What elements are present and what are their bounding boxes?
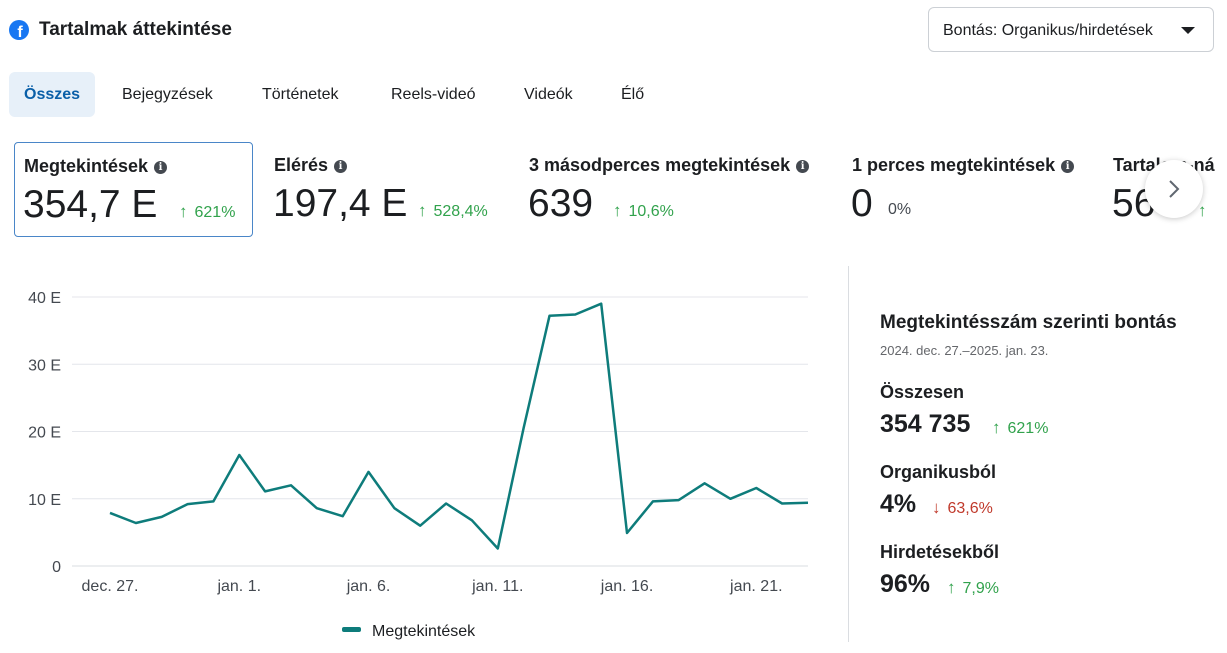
- metric-change: ↑ 621%: [179, 202, 236, 221]
- tab-elo[interactable]: Élő: [621, 86, 645, 103]
- arrow-up-icon: ↑: [1198, 201, 1207, 220]
- x-tick-label: jan. 16.: [600, 578, 653, 595]
- arrow-up-icon: ↑: [179, 202, 188, 221]
- arrow-down-icon: ↓: [932, 498, 941, 517]
- x-tick-label: jan. 1.: [216, 578, 261, 595]
- summary-change-organic: ↓ 63,6%: [932, 498, 993, 517]
- info-icon[interactable]: i: [154, 161, 168, 174]
- views-line-chart: 0 10 E 20 E 30 E 40 E dec. 27. jan. 1. jan. 6. j…: [0, 270, 840, 653]
- page-header: f Tartalmak áttekintése Bontás: Organiku…: [0, 0, 1227, 62]
- metric-label: 3 másodperces megtekintések i: [529, 155, 810, 176]
- legend-swatch: [342, 627, 361, 632]
- arrow-up-icon: ↑: [947, 578, 956, 597]
- tab-videok[interactable]: Videók: [524, 86, 573, 103]
- x-tick-label: jan. 21.: [729, 578, 782, 595]
- metric-card-1perc-megtekintesek[interactable]: 1 perces megtekintések i 0 0%: [843, 142, 1093, 237]
- tab-bejegyzesek[interactable]: Bejegyzések: [122, 86, 213, 103]
- y-tick-label: 10 E: [28, 492, 61, 509]
- y-tick-label: 30 E: [28, 357, 61, 374]
- tab-osszes[interactable]: Összes: [9, 72, 96, 117]
- x-tick-label: jan. 11.: [471, 578, 523, 595]
- breakdown-dropdown[interactable]: Bontás: Organikus/hirdetések: [928, 7, 1214, 52]
- summary-value-total: 354 735: [880, 410, 971, 438]
- metrics-carousel: Megtekintések i 354,7 E ↑ 621% Elérés i 197…: [0, 140, 1227, 240]
- metric-card-megtekintesek[interactable]: Megtekintések i 354,7 E ↑ 621%: [14, 142, 253, 237]
- x-tick-label: jan. 6.: [346, 578, 391, 595]
- carousel-next-button[interactable]: [1145, 160, 1203, 218]
- vertical-divider: [848, 266, 849, 642]
- page-title: Tartalmak áttekintése: [39, 19, 232, 40]
- chevron-right-icon: [1169, 180, 1180, 198]
- summary-label-total: Összesen: [880, 382, 965, 402]
- caret-down-icon: [1181, 27, 1195, 34]
- metric-label: Megtekintések i: [24, 156, 168, 177]
- metric-label: Elérés i: [274, 155, 348, 176]
- metric-change: ↑ 10,6%: [613, 201, 674, 220]
- facebook-icon: f: [9, 20, 29, 40]
- metric-value: 0: [851, 182, 873, 225]
- metric-change: ↑: [1198, 201, 1214, 221]
- info-icon[interactable]: i: [334, 160, 348, 173]
- metric-value: 354,7 E: [23, 183, 158, 226]
- arrow-up-icon: ↑: [613, 201, 622, 220]
- tab-reels-video[interactable]: Reels-videó: [391, 86, 476, 103]
- y-tick-label: 40 E: [28, 290, 61, 307]
- summary-label-ads: Hirdetésekből: [880, 542, 1000, 562]
- info-icon[interactable]: i: [796, 160, 810, 173]
- summary-change-total: ↑ 621%: [992, 418, 1049, 437]
- legend-label: Megtekintések: [372, 623, 476, 640]
- metric-change: 0%: [888, 201, 912, 218]
- chart-svg: 0 10 E 20 E 30 E 40 E dec. 27. jan. 1. jan. 6. j…: [28, 290, 809, 640]
- metric-change: ↑ 528,4%: [418, 201, 488, 220]
- summary-change-ads: ↑ 7,9%: [947, 578, 999, 597]
- arrow-up-icon: ↑: [992, 418, 1001, 437]
- arrow-up-icon: ↑: [418, 201, 427, 220]
- metric-label: 1 perces megtekintések i: [852, 155, 1075, 176]
- breakdown-date-range: 2024. dec. 27.–2025. jan. 23.: [880, 343, 1049, 358]
- summary-value-organic: 4%: [880, 490, 917, 518]
- series-line-megtekintesek: [109, 302, 809, 550]
- summary-value-ads: 96%: [880, 570, 931, 598]
- breakdown-title: Megtekintésszám szerinti bontás: [880, 312, 1177, 333]
- metric-value: 197,4 E: [273, 182, 408, 225]
- tab-tortenetek[interactable]: Történetek: [262, 86, 339, 103]
- breakdown-dropdown-label: Bontás: Organikus/hirdetések: [943, 22, 1153, 39]
- summary-label-organic: Organikusból: [880, 462, 997, 482]
- metric-card-eleres[interactable]: Elérés i 197,4 E ↑ 528,4%: [265, 142, 515, 237]
- metric-value: 639: [528, 182, 594, 225]
- y-tick-label: 0: [52, 559, 61, 576]
- x-tick-label: dec. 27.: [82, 578, 139, 595]
- info-icon[interactable]: i: [1061, 160, 1075, 173]
- metric-card-3mp-megtekintesek[interactable]: 3 másodperces megtekintések i 639 ↑ 10,6%: [520, 142, 830, 237]
- y-tick-label: 20 E: [28, 425, 61, 442]
